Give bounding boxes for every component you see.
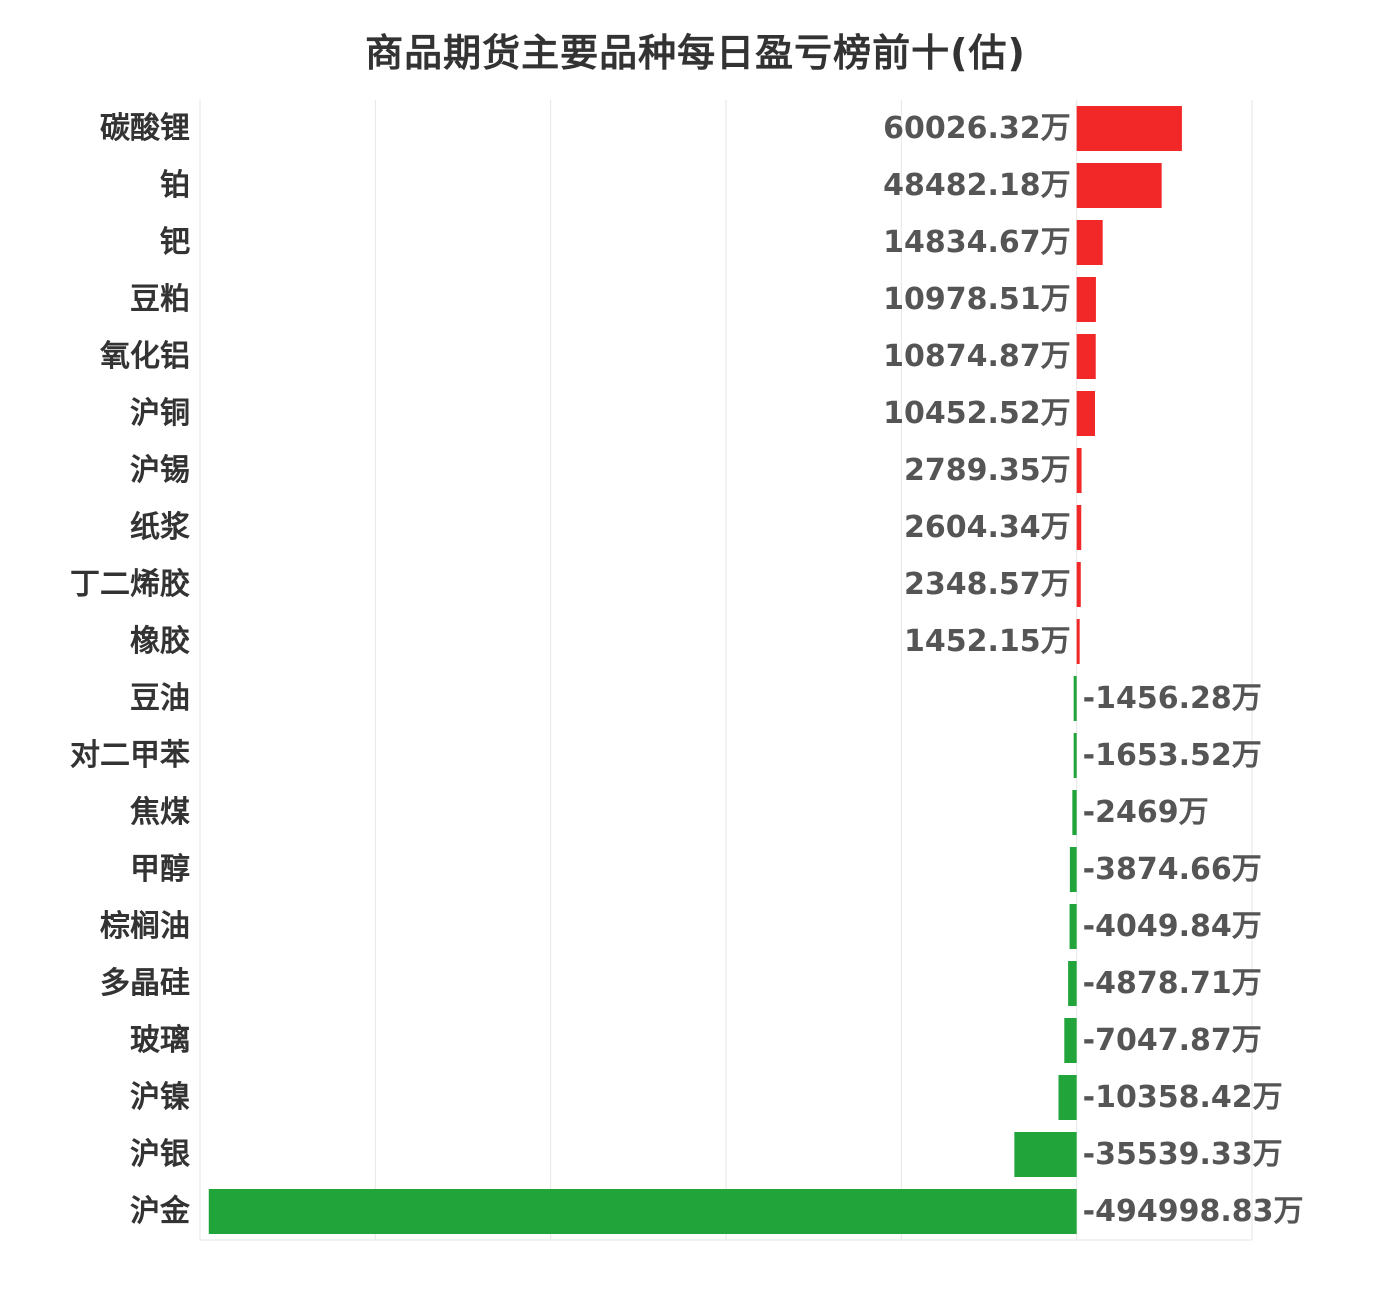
- value-label: -7047.87万: [1083, 1023, 1262, 1058]
- bar-氧化铝: [1076, 334, 1096, 379]
- bar-豆粕: [1076, 277, 1096, 322]
- category-label: 碳酸锂: [100, 111, 190, 146]
- value-label: 48482.18万: [883, 168, 1071, 203]
- bar-甲醇: [1069, 847, 1077, 892]
- value-label: -3874.66万: [1083, 852, 1262, 887]
- bar-橡胶: [1076, 619, 1080, 664]
- category-label: 沪锡: [130, 453, 190, 488]
- category-label: 沪银: [130, 1137, 190, 1172]
- value-label: 2604.34万: [904, 510, 1071, 545]
- value-label: -4049.84万: [1083, 909, 1262, 944]
- bar-多晶硅: [1068, 961, 1077, 1006]
- chart-title: 商品期货主要品种每日盈亏榜前十(估): [365, 31, 1026, 75]
- bar-沪锡: [1076, 448, 1082, 493]
- value-label: 1452.15万: [904, 624, 1071, 659]
- bar-钯: [1076, 220, 1103, 265]
- category-label: 玻璃: [130, 1023, 190, 1058]
- category-label: 对二甲苯: [70, 738, 190, 773]
- category-label: 甲醇: [130, 852, 190, 887]
- bar-纸浆: [1076, 505, 1082, 550]
- value-label: -2469万: [1083, 795, 1209, 830]
- category-label: 多晶硅: [100, 966, 190, 1001]
- bar-丁二烯胶: [1076, 562, 1081, 607]
- value-label: 60026.32万: [883, 111, 1071, 146]
- category-label: 钯: [160, 225, 190, 260]
- bar-沪铜: [1076, 391, 1095, 436]
- bar-沪镍: [1058, 1075, 1077, 1120]
- category-label: 豆粕: [130, 282, 190, 317]
- category-label: 沪金: [130, 1194, 191, 1229]
- category-label: 丁二烯胶: [70, 567, 190, 602]
- category-label: 豆油: [130, 681, 190, 716]
- value-label: -1653.52万: [1083, 738, 1262, 773]
- value-label: 2348.57万: [904, 567, 1071, 602]
- bar-沪银: [1014, 1132, 1077, 1177]
- category-label: 棕榈油: [100, 909, 190, 944]
- value-label: 10978.51万: [883, 282, 1071, 317]
- category-label: 沪镍: [130, 1080, 190, 1115]
- bar-铂: [1076, 163, 1162, 208]
- bar-沪金: [208, 1189, 1077, 1234]
- bar-玻璃: [1064, 1018, 1077, 1063]
- grid-lines: [199, 100, 1253, 1241]
- bar-焦煤: [1072, 790, 1077, 835]
- category-label: 橡胶: [130, 624, 190, 659]
- value-label: 2789.35万: [904, 453, 1071, 488]
- category-label: 铂: [160, 168, 190, 203]
- value-label: -10358.42万: [1083, 1080, 1283, 1115]
- category-label: 纸浆: [130, 510, 190, 545]
- category-label: 沪铜: [130, 396, 190, 431]
- bar-对二甲苯: [1073, 733, 1077, 778]
- bar-碳酸锂: [1076, 106, 1182, 151]
- value-label: -4878.71万: [1083, 966, 1262, 1001]
- bars: [208, 106, 1182, 1234]
- value-label: -35539.33万: [1083, 1137, 1283, 1172]
- value-label: 14834.67万: [883, 225, 1071, 260]
- bar-棕榈油: [1069, 904, 1077, 949]
- value-label: 10874.87万: [883, 339, 1071, 374]
- bar-豆油: [1073, 676, 1077, 721]
- category-label: 焦煤: [130, 795, 190, 830]
- value-label: 10452.52万: [883, 396, 1071, 431]
- value-label: -1456.28万: [1083, 681, 1262, 716]
- category-label: 氧化铝: [100, 339, 190, 374]
- value-label: -494998.83万: [1083, 1194, 1304, 1229]
